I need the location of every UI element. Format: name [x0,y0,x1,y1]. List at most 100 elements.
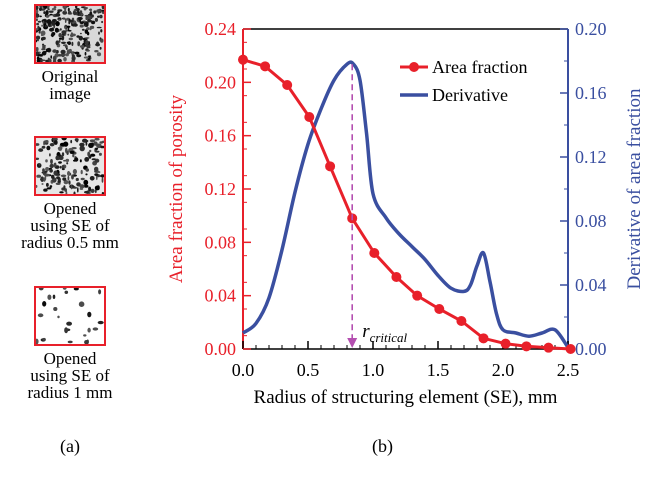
area-fraction-point [521,341,532,352]
pore-blob [94,166,99,172]
pore-blob [46,182,49,187]
pore-blob [83,179,89,186]
pore-blob [73,12,77,15]
pore-blob [53,6,57,9]
pore-blob [68,10,72,15]
derivative-series-line [241,60,570,349]
pore-blob [63,141,69,147]
pore-blob [80,177,85,181]
pore-blob [46,14,51,17]
pore-blob [88,186,92,192]
pore-blob [42,20,45,25]
caption-line: Opened [43,349,97,368]
pore-blob [57,11,60,14]
pore-blob [36,18,38,22]
pore-blob [37,54,43,57]
original-image-thumbnail [34,4,106,64]
area-fraction-point [238,54,248,65]
pore-blob [98,31,100,35]
pore-blob [68,20,71,25]
pore-blob [52,294,56,299]
pore-blob [93,10,97,14]
pore-blob [39,7,42,11]
pore-blob [62,288,67,290]
pore-blob [39,58,43,62]
pore-blob [89,176,95,181]
caption-line: radius 1 mm [27,383,113,402]
pore-blob [85,141,88,146]
pore-blob [78,35,83,41]
area-fraction-point [369,248,380,258]
area-fraction-point [543,342,554,353]
pore-blob [85,173,88,176]
area-fraction-point [304,112,315,122]
pore-blob [95,150,100,153]
pore-blob [49,168,53,173]
pore-blob [74,157,79,162]
pore-blob [84,157,90,162]
right-y-tick-label: 0.16 [575,83,607,103]
x-tick-label: 0.5 [297,360,320,380]
pore-blob [60,174,67,178]
thumb-background [36,288,104,344]
critical-radius-label: rcritical [362,321,407,345]
pore-blob [67,340,73,344]
pore-blob [79,32,82,35]
pore-blob [36,28,39,31]
pore-blob [76,54,82,58]
pore-blob [87,327,91,333]
x-tick-label: 1.5 [427,360,450,380]
pore-blob [42,168,45,173]
pore-blob [52,58,57,62]
pore-blob [101,20,104,24]
pore-blob [49,13,53,16]
pore-blob [57,54,62,57]
pore-blob [94,17,98,22]
pore-blob [43,6,48,10]
pore-blob [52,49,57,53]
pore-blob [100,38,104,43]
pore-blob [95,43,100,47]
pore-blob [60,49,66,55]
pore-blob [84,7,88,9]
pore-blob [38,288,44,291]
pore-blob [96,52,102,57]
pore-blob [37,20,42,23]
pore-blob [73,191,76,194]
pore-blob [50,159,53,164]
pore-blob [79,142,85,147]
pore-blob [101,177,104,183]
pore-blob [67,7,70,12]
pore-blob [49,153,51,157]
pore-blob [68,37,73,41]
pore-blob [39,15,42,18]
pore-blob [60,52,66,58]
pore-blob [66,162,69,165]
caption-line: using SE of [30,366,110,385]
pore-blob [41,183,44,185]
left-y-tick-label: 0.00 [205,339,237,359]
pore-blob [61,168,65,171]
pore-blob [38,163,41,166]
pore-blob [71,174,74,180]
pore-blob [59,165,62,169]
panel-b-label: (b) [372,436,393,456]
pore-blob [64,327,68,334]
pore-blob [36,184,38,188]
pore-blob [59,155,64,160]
pore-blob [49,163,54,169]
pore-blob [69,150,75,154]
pore-blob [62,6,68,9]
pore-blob [77,12,79,16]
pore-blob [41,145,46,149]
pore-blob [76,35,80,38]
left-y-axis-label: Area fraction of porosity [166,94,187,283]
original-image-caption: Original image [0,68,140,102]
area-fraction-point [282,80,293,90]
pore-blob [90,153,96,157]
pore-blob [71,51,74,56]
pore-blob [40,8,46,11]
pore-blob [76,139,79,143]
pore-blob [101,192,104,194]
